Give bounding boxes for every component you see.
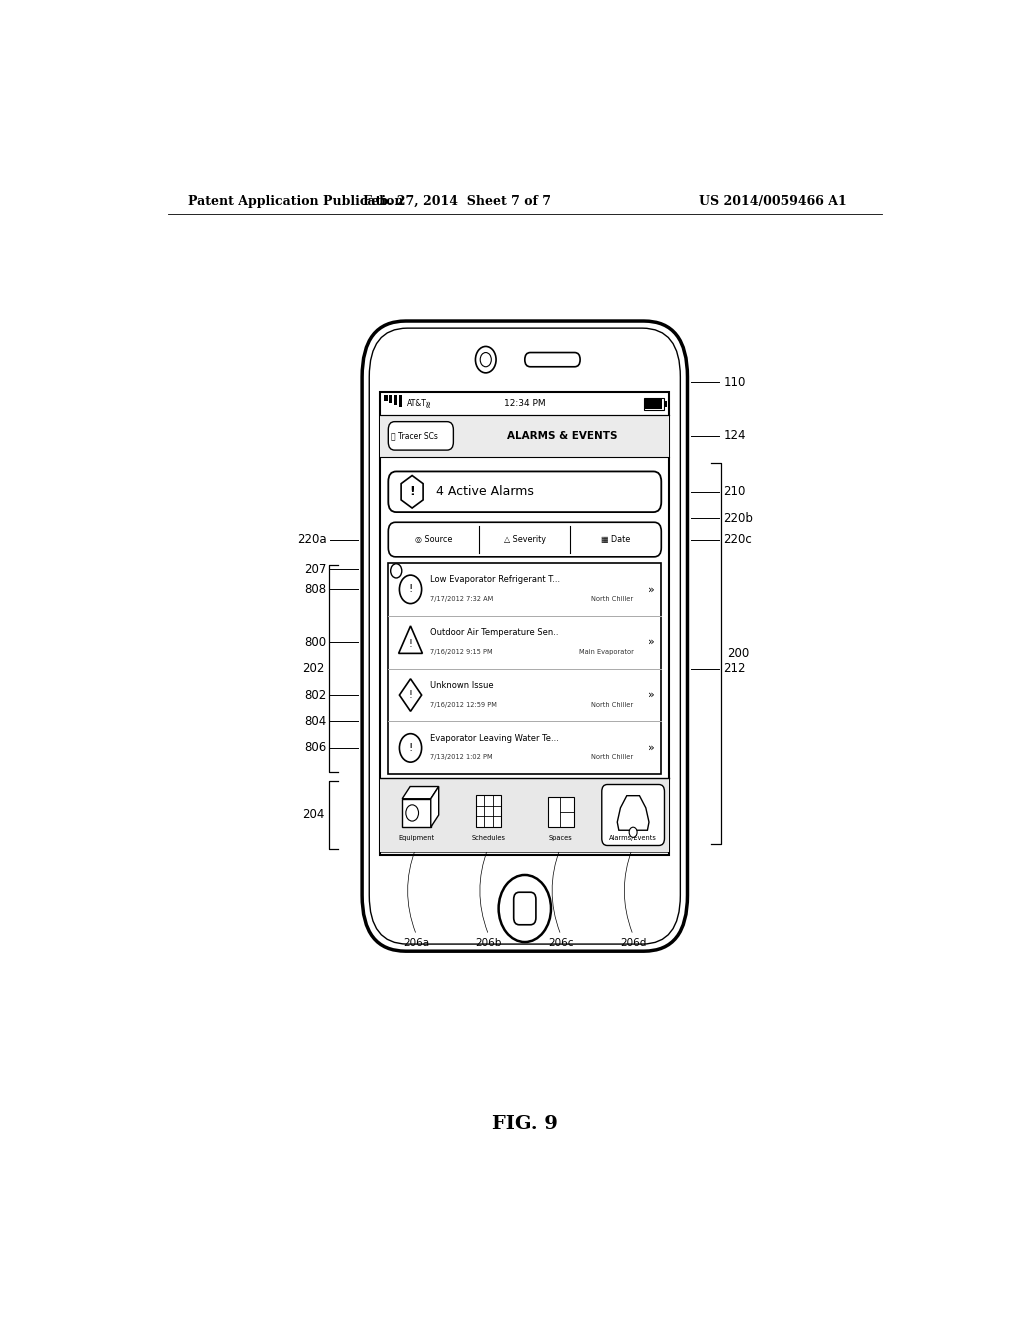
Bar xyxy=(476,795,502,828)
Polygon shape xyxy=(402,787,438,799)
FancyBboxPatch shape xyxy=(370,329,680,944)
Text: »: » xyxy=(648,638,655,647)
Bar xyxy=(644,399,665,411)
Text: 800: 800 xyxy=(304,636,327,648)
Text: 808: 808 xyxy=(304,583,327,595)
Text: »: » xyxy=(648,585,655,594)
Polygon shape xyxy=(431,787,438,828)
Text: 4 Active Alarms: 4 Active Alarms xyxy=(436,486,534,498)
Circle shape xyxy=(475,346,496,372)
Text: North Chiller: North Chiller xyxy=(592,701,634,708)
Bar xyxy=(384,395,387,401)
Bar xyxy=(394,395,397,405)
Text: !: ! xyxy=(409,639,413,649)
Circle shape xyxy=(399,576,422,603)
Bar xyxy=(548,797,573,828)
Bar xyxy=(402,799,431,828)
FancyBboxPatch shape xyxy=(524,352,581,367)
FancyBboxPatch shape xyxy=(514,892,536,925)
Text: Main Evaporator: Main Evaporator xyxy=(579,648,634,655)
Text: 110: 110 xyxy=(723,375,745,388)
Text: ◎ Source: ◎ Source xyxy=(415,535,453,544)
Text: ALARMS & EVENTS: ALARMS & EVENTS xyxy=(507,430,617,441)
Polygon shape xyxy=(617,796,649,830)
Circle shape xyxy=(399,734,422,762)
Text: Schedules: Schedules xyxy=(472,836,506,841)
Text: US 2014/0059466 A1: US 2014/0059466 A1 xyxy=(699,194,847,207)
Text: 802: 802 xyxy=(304,689,327,701)
Text: Unknown Issue: Unknown Issue xyxy=(430,681,494,690)
Circle shape xyxy=(499,875,551,942)
FancyBboxPatch shape xyxy=(362,321,687,952)
Text: Alarms/Events: Alarms/Events xyxy=(609,836,657,841)
Text: 7/16/2012 9:15 PM: 7/16/2012 9:15 PM xyxy=(430,648,493,655)
Text: ≈: ≈ xyxy=(423,399,433,408)
Bar xyxy=(388,562,662,775)
Text: 204: 204 xyxy=(302,808,325,821)
Text: 220b: 220b xyxy=(723,512,753,525)
Text: 212: 212 xyxy=(723,663,745,675)
Circle shape xyxy=(406,805,419,821)
Text: 7/17/2012 7:32 AM: 7/17/2012 7:32 AM xyxy=(430,595,494,602)
Polygon shape xyxy=(398,626,423,653)
Polygon shape xyxy=(399,678,422,711)
Text: 220c: 220c xyxy=(723,533,752,546)
Text: 7/13/2012 1:02 PM: 7/13/2012 1:02 PM xyxy=(430,755,493,760)
Text: North Chiller: North Chiller xyxy=(592,755,634,760)
Text: 7/16/2012 12:59 PM: 7/16/2012 12:59 PM xyxy=(430,701,498,708)
Bar xyxy=(645,399,663,409)
Text: »: » xyxy=(648,743,655,752)
Text: 804: 804 xyxy=(304,715,327,729)
Text: !: ! xyxy=(409,585,413,594)
Text: 206c: 206c xyxy=(548,939,573,948)
Text: AT&T: AT&T xyxy=(407,399,426,408)
Text: 206b: 206b xyxy=(475,939,502,948)
Text: 202: 202 xyxy=(302,663,325,675)
Bar xyxy=(665,401,667,408)
Text: Spaces: Spaces xyxy=(549,836,572,841)
Bar xyxy=(380,392,670,854)
Bar xyxy=(398,395,401,408)
Circle shape xyxy=(391,564,401,578)
Text: 206a: 206a xyxy=(403,939,429,948)
Text: 200: 200 xyxy=(727,647,750,660)
Text: 124: 124 xyxy=(723,429,745,442)
Bar xyxy=(380,414,670,457)
Text: !: ! xyxy=(410,486,415,498)
Text: 〈 Tracer SCs: 〈 Tracer SCs xyxy=(391,432,438,441)
Text: Low Evaporator Refrigerant T...: Low Evaporator Refrigerant T... xyxy=(430,576,560,585)
Text: ▦ Date: ▦ Date xyxy=(601,535,631,544)
FancyBboxPatch shape xyxy=(388,471,662,512)
Text: 12:34 PM: 12:34 PM xyxy=(504,399,546,408)
Text: North Chiller: North Chiller xyxy=(592,595,634,602)
Bar xyxy=(389,395,392,404)
Text: 220a: 220a xyxy=(297,533,327,546)
FancyBboxPatch shape xyxy=(388,523,662,557)
Text: Evaporator Leaving Water Te...: Evaporator Leaving Water Te... xyxy=(430,734,559,743)
Text: !: ! xyxy=(409,690,413,700)
Text: Equipment: Equipment xyxy=(398,836,434,841)
Text: 806: 806 xyxy=(304,742,327,755)
Text: Feb. 27, 2014  Sheet 7 of 7: Feb. 27, 2014 Sheet 7 of 7 xyxy=(364,194,551,207)
Text: »: » xyxy=(648,690,655,700)
Text: !: ! xyxy=(409,743,413,752)
Text: 206d: 206d xyxy=(620,939,646,948)
Text: Outdoor Air Temperature Sen..: Outdoor Air Temperature Sen.. xyxy=(430,628,559,638)
Bar xyxy=(380,779,670,851)
Text: FIG. 9: FIG. 9 xyxy=(492,1115,558,1133)
Text: △ Severity: △ Severity xyxy=(504,535,546,544)
Circle shape xyxy=(480,352,492,367)
FancyBboxPatch shape xyxy=(388,421,454,450)
Circle shape xyxy=(629,828,637,837)
Text: 207: 207 xyxy=(304,562,327,576)
Text: Patent Application Publication: Patent Application Publication xyxy=(187,194,403,207)
Text: 210: 210 xyxy=(723,486,745,498)
FancyBboxPatch shape xyxy=(602,784,665,846)
